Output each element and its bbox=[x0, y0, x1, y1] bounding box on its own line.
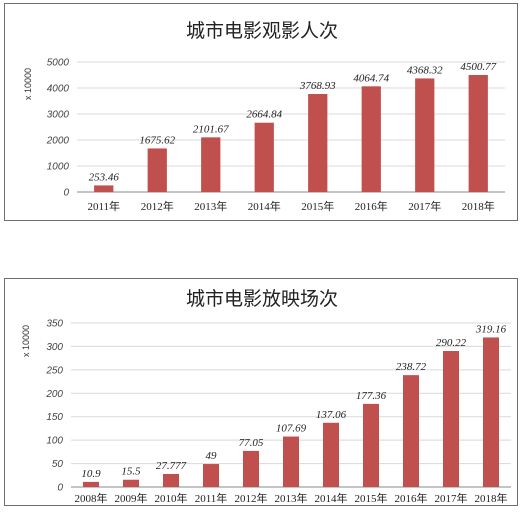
bar bbox=[415, 78, 435, 192]
bar bbox=[361, 86, 381, 192]
data-label: 238.72 bbox=[396, 361, 427, 373]
data-label: 10.9 bbox=[81, 468, 101, 480]
data-label: 4064.74 bbox=[353, 72, 389, 84]
bar bbox=[94, 185, 114, 192]
x-tick-label: 2017年 bbox=[408, 199, 441, 213]
bar bbox=[123, 479, 139, 487]
data-label: 2664.84 bbox=[246, 109, 282, 121]
y-tick-label: 50 bbox=[52, 459, 64, 470]
x-tick-label: 2015年 bbox=[301, 199, 334, 213]
chart-title: 城市电影放映场次 bbox=[186, 288, 338, 310]
y-tick-label: 0 bbox=[63, 188, 69, 199]
y-tick-label: 150 bbox=[46, 412, 63, 423]
data-label: 290.22 bbox=[436, 337, 467, 349]
bar bbox=[254, 122, 274, 192]
y-tick-label: 5000 bbox=[47, 58, 70, 69]
data-label: 3768.93 bbox=[299, 80, 336, 92]
y-tick-label: 350 bbox=[46, 319, 63, 330]
bar bbox=[468, 74, 488, 192]
data-label: 4500.77 bbox=[460, 61, 496, 73]
x-tick-label: 2011年 bbox=[195, 491, 228, 505]
bar bbox=[163, 473, 179, 487]
y-tick-label: 2000 bbox=[46, 136, 70, 147]
data-label: 27.777 bbox=[156, 460, 187, 472]
chart-panel-viewers: 城市电影观影人次 x 10000 0 1000 2000 3000 4000 5000 25… bbox=[4, 3, 518, 221]
x-tick-label: 2008年 bbox=[75, 491, 108, 505]
bar bbox=[203, 464, 219, 487]
bar bbox=[323, 422, 339, 487]
y-tick-label: 3000 bbox=[47, 110, 70, 121]
bar bbox=[308, 94, 328, 192]
x-tick-label: 2015年 bbox=[355, 491, 388, 505]
data-label: 177.36 bbox=[356, 390, 387, 402]
y-axis-label: x 10000 bbox=[21, 325, 31, 357]
y-tick-label: 4000 bbox=[47, 84, 70, 95]
y-tick-label: 1000 bbox=[47, 162, 70, 173]
plot-area: 0 50 100 150 200 250 300 350 10.9 2008年 15.5 2009年 2… bbox=[45, 319, 511, 505]
bar bbox=[147, 148, 167, 192]
bar bbox=[283, 436, 299, 487]
plot-area: 0 1000 2000 3000 4000 5000 253.46 2011年 1675.62 2… bbox=[46, 58, 505, 213]
x-tick-label: 2011年 bbox=[87, 199, 120, 213]
data-label: 253.46 bbox=[89, 171, 120, 183]
x-tick-label: 2012年 bbox=[235, 491, 268, 505]
data-label: 107.69 bbox=[276, 423, 307, 435]
data-label: 319.16 bbox=[475, 323, 507, 335]
x-tick-label: 2010年 bbox=[155, 491, 188, 505]
x-tick-label: 2014年 bbox=[248, 199, 281, 213]
bar bbox=[403, 375, 419, 487]
bar bbox=[243, 450, 259, 487]
chart-title: 城市电影观影人次 bbox=[186, 20, 338, 42]
x-tick-label: 2014年 bbox=[315, 491, 348, 505]
x-tick-label: 2016年 bbox=[355, 199, 388, 213]
data-label: 2101.67 bbox=[193, 123, 229, 135]
bar bbox=[363, 403, 379, 487]
x-tick-label: 2013年 bbox=[194, 199, 227, 213]
bar bbox=[443, 351, 459, 487]
chart-panel-screenings: 城市电影放映场次 x 10000 0 50 100 150 200 250 300 350 10… bbox=[4, 278, 518, 506]
bar bbox=[83, 481, 99, 487]
y-tick-label: 200 bbox=[45, 389, 63, 400]
x-tick-label: 2017年 bbox=[435, 491, 468, 505]
y-tick-label: 250 bbox=[45, 365, 63, 376]
data-label: 1675.62 bbox=[139, 134, 175, 146]
y-axis-label: x 10000 bbox=[23, 68, 33, 100]
y-tick-label: 300 bbox=[46, 342, 63, 353]
y-tick-label: 100 bbox=[46, 436, 63, 447]
bar bbox=[483, 337, 499, 487]
bar bbox=[201, 137, 221, 192]
data-label: 77.05 bbox=[239, 437, 264, 449]
data-label: 137.06 bbox=[316, 409, 347, 421]
chart-screenings: 城市电影放映场次 x 10000 0 50 100 150 200 250 300 350 10… bbox=[21, 288, 511, 505]
chart-viewers: 城市电影观影人次 x 10000 0 1000 2000 3000 4000 5000 25… bbox=[23, 20, 505, 213]
x-tick-label: 2013年 bbox=[275, 491, 308, 505]
data-label: 4368.32 bbox=[407, 64, 443, 76]
x-tick-label: 2016年 bbox=[395, 491, 428, 505]
y-tick-label: 0 bbox=[57, 483, 63, 494]
x-tick-label: 2012年 bbox=[141, 199, 174, 213]
x-tick-label: 2018年 bbox=[462, 199, 495, 213]
data-label: 49 bbox=[206, 450, 218, 462]
x-tick-label: 2009年 bbox=[115, 491, 148, 505]
data-label: 15.5 bbox=[121, 466, 141, 478]
x-tick-label: 2018年 bbox=[475, 491, 508, 505]
